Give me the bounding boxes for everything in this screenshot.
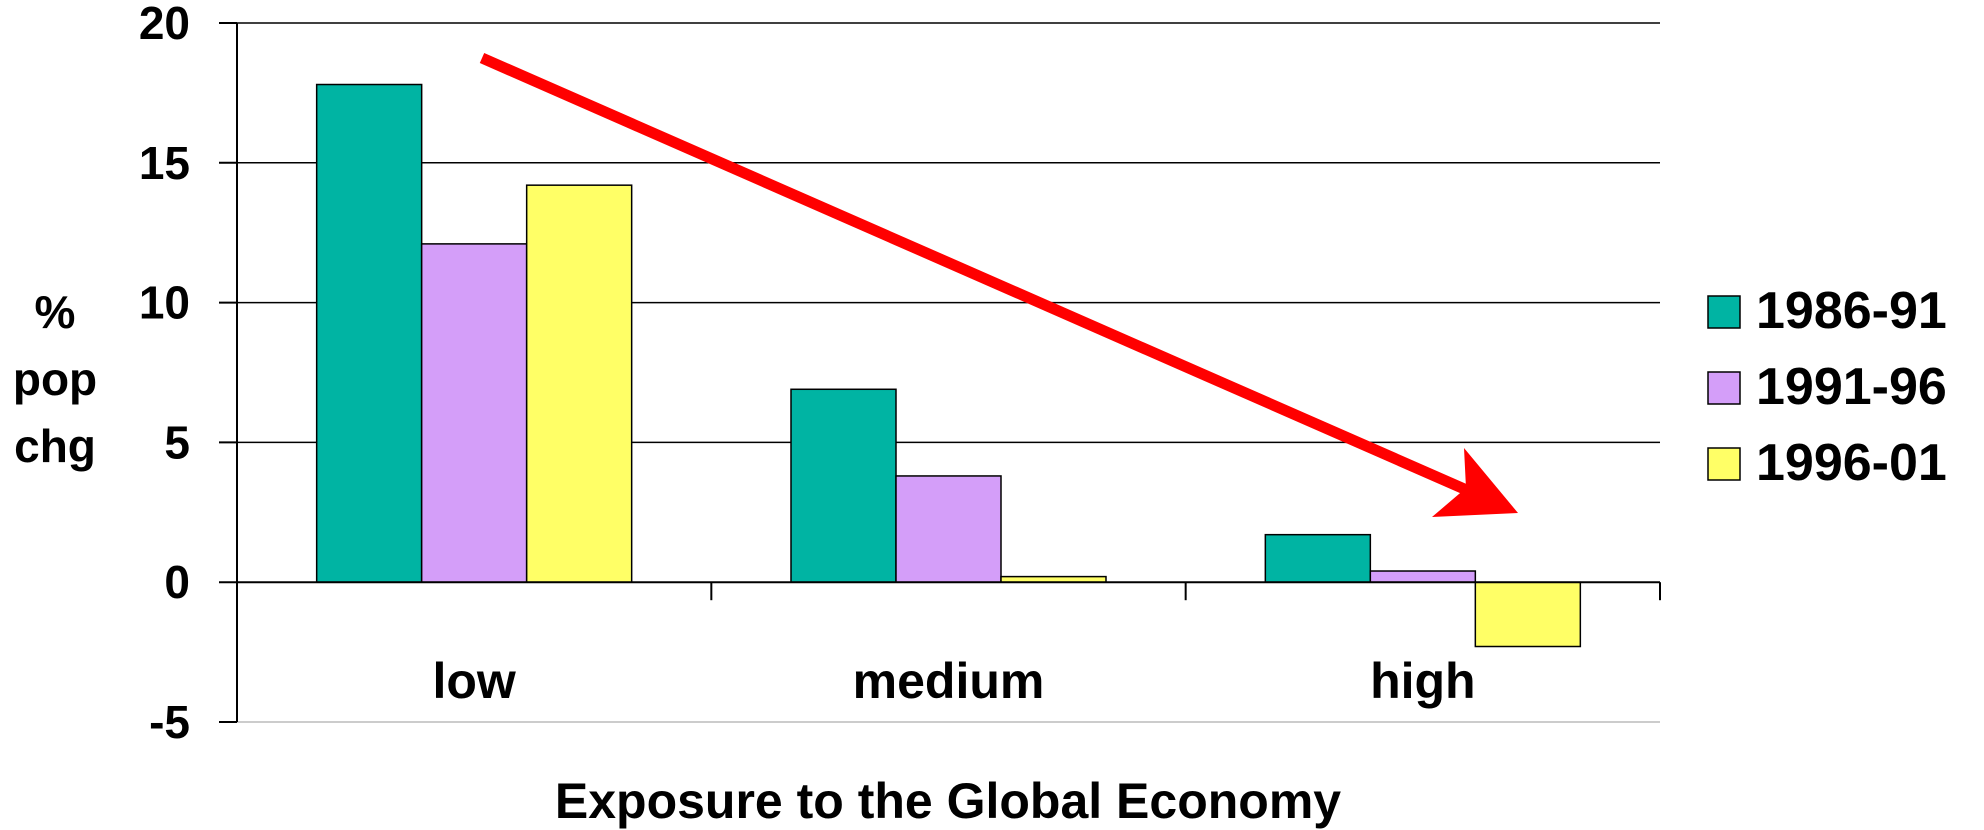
- trend-arrow-head: [1432, 448, 1518, 517]
- legend-label: 1986-91: [1756, 282, 1947, 340]
- bar-1991-96-low: [420, 243, 528, 583]
- legend-swatch: [1707, 447, 1741, 481]
- legend-swatch: [1707, 371, 1741, 405]
- bar-1986-91-low: [315, 83, 423, 583]
- category-label: low: [433, 653, 516, 709]
- axes: [236, 23, 1660, 722]
- y-tick-label: 0: [164, 556, 190, 608]
- y-axis-label-line-1: %: [35, 286, 76, 338]
- y-tick-label: 20: [139, 0, 190, 49]
- legend: 1986-91 1991-96 1996-01: [1707, 282, 1947, 492]
- y-tick-labels: 20 15 10 5 0 -5: [139, 0, 237, 748]
- bar-1991-96-medium: [895, 475, 1002, 583]
- category-labels: low medium high: [433, 582, 1661, 709]
- bar-1996-01-high: [1474, 581, 1582, 648]
- y-tick-label: -5: [149, 696, 190, 748]
- x-axis-label: Exposure to the Global Economy: [555, 773, 1341, 829]
- legend-swatch: [1707, 295, 1741, 329]
- bars: [315, 83, 1582, 648]
- y-tick-label: 5: [164, 416, 190, 468]
- category-label: medium: [853, 653, 1045, 709]
- y-axis-label-line-2: pop: [13, 353, 97, 405]
- bar-1986-91-medium: [790, 388, 897, 583]
- bar-1991-96-high: [1369, 570, 1477, 583]
- category-label: high: [1370, 653, 1476, 709]
- legend-label: 1996-01: [1756, 434, 1947, 492]
- trend-arrow: [479, 52, 1518, 517]
- y-tick-label: 15: [139, 137, 190, 189]
- y-tick-label: 10: [139, 277, 190, 329]
- y-axis-label-line-3: chg: [14, 420, 96, 472]
- bar-1986-91-high: [1264, 533, 1372, 583]
- trend-arrow-shaft: [479, 52, 1481, 501]
- legend-label: 1991-96: [1756, 358, 1947, 416]
- bar-1996-01-low: [525, 184, 633, 583]
